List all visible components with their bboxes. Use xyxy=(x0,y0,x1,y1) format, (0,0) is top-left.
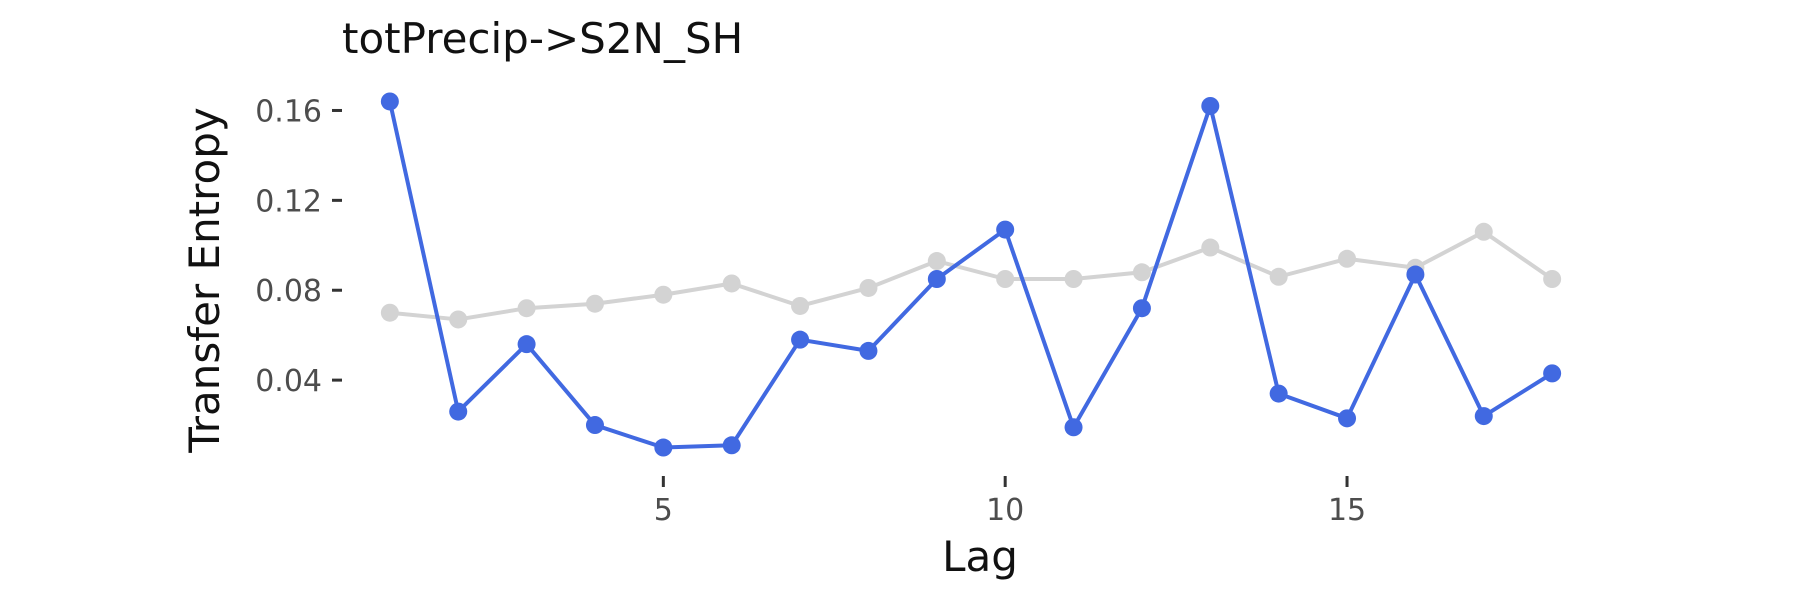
data-point xyxy=(722,436,741,455)
x-tick-label: 15 xyxy=(1328,493,1366,528)
data-point xyxy=(927,270,946,288)
data-point xyxy=(791,330,810,349)
y-axis: 0.04 0.08 0.12 0.16 xyxy=(255,94,342,399)
series-line xyxy=(389,229,1554,322)
data-point xyxy=(1201,238,1220,257)
data-point xyxy=(927,252,946,271)
data-point xyxy=(517,299,536,318)
data-point xyxy=(1269,267,1288,286)
data-point xyxy=(1474,222,1493,241)
data-point xyxy=(996,220,1015,239)
data-point xyxy=(1132,263,1151,282)
data-point xyxy=(1338,249,1357,268)
series-line xyxy=(387,101,1554,450)
x-axis: 5 10 15 xyxy=(654,476,1366,528)
x-tick-label: 10 xyxy=(986,493,1024,528)
data-point xyxy=(380,92,399,111)
data-point xyxy=(1406,265,1425,284)
y-tick-label: 0.08 xyxy=(255,274,322,309)
data-point xyxy=(1269,384,1288,403)
data-point xyxy=(654,285,673,304)
data-point xyxy=(791,296,810,315)
y-tick-label: 0.04 xyxy=(255,364,322,399)
data-point xyxy=(996,270,1015,288)
data-point xyxy=(859,278,878,297)
data-point xyxy=(654,438,673,457)
data-point xyxy=(380,303,399,322)
data-point xyxy=(1338,409,1357,428)
data-point xyxy=(1064,270,1083,288)
data-point xyxy=(585,294,604,313)
data-point xyxy=(449,402,468,421)
x-axis-label: Lag xyxy=(942,532,1018,581)
y-tick-label: 0.12 xyxy=(255,184,322,219)
data-point xyxy=(1543,364,1562,383)
chart-title: totPrecip->S2N_SH xyxy=(342,14,743,63)
data-point xyxy=(1201,96,1220,115)
series-1 xyxy=(380,222,1562,329)
data-point xyxy=(1064,418,1083,437)
data-point xyxy=(1132,299,1151,318)
data-point xyxy=(517,335,536,354)
x-tick-label: 5 xyxy=(654,493,673,528)
data-point xyxy=(1543,270,1562,288)
data-point xyxy=(449,310,468,329)
series-2 xyxy=(380,92,1562,457)
y-tick-label: 0.16 xyxy=(255,94,322,129)
data-point xyxy=(1474,407,1493,426)
data-point xyxy=(585,416,604,435)
data-point xyxy=(722,274,741,293)
data-point xyxy=(859,341,878,360)
plot-area xyxy=(380,92,1562,457)
y-axis-label: Transfer Entropy xyxy=(180,107,229,453)
